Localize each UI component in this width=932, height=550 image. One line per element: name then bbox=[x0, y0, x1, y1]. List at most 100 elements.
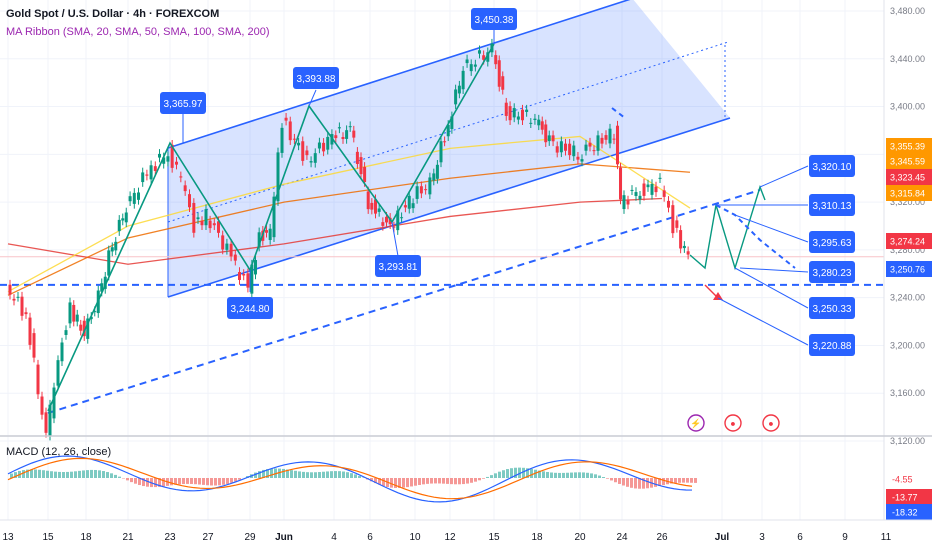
time-axis-label: 11 bbox=[881, 532, 892, 543]
price-axis-label: 3,440.00 bbox=[890, 54, 925, 64]
swing-label-box bbox=[227, 297, 273, 319]
macd-bar bbox=[270, 468, 273, 478]
candle-body bbox=[512, 108, 516, 118]
macd-bar bbox=[414, 478, 417, 486]
candle-body bbox=[671, 205, 675, 234]
candle-body bbox=[457, 85, 461, 94]
macd-bar bbox=[206, 478, 209, 486]
macd-bar bbox=[586, 472, 589, 478]
macd-bar bbox=[458, 478, 461, 485]
macd-line bbox=[7, 455, 693, 503]
signal-line bbox=[7, 457, 693, 500]
zigzag-wave bbox=[47, 43, 495, 412]
candle-body bbox=[544, 124, 548, 143]
macd-bar bbox=[286, 469, 289, 478]
candle-body bbox=[454, 89, 458, 105]
candle-body bbox=[588, 142, 592, 147]
macd-bar bbox=[234, 478, 237, 482]
candle-body bbox=[179, 176, 183, 178]
time-axis-label: Jul bbox=[715, 532, 730, 543]
macd-bar bbox=[42, 470, 45, 478]
price-tag-bg bbox=[886, 169, 932, 185]
price-axis-label: 3,400.00 bbox=[890, 102, 925, 112]
candle-body bbox=[473, 64, 477, 67]
candle-body bbox=[246, 273, 250, 288]
macd-bar bbox=[554, 472, 557, 478]
candle-body bbox=[478, 50, 481, 54]
macd-bar bbox=[614, 478, 617, 483]
macd-bar bbox=[110, 473, 113, 478]
macd-bar bbox=[610, 478, 613, 481]
macd-bar bbox=[606, 478, 609, 479]
candle-body bbox=[153, 166, 157, 171]
projection-label-box bbox=[809, 261, 855, 283]
candle-body bbox=[56, 360, 60, 386]
projection-connector bbox=[739, 267, 809, 273]
macd-bar bbox=[70, 471, 73, 478]
candle-body bbox=[345, 130, 349, 139]
candle-body bbox=[183, 185, 187, 192]
time-axis-label: 24 bbox=[616, 532, 628, 543]
candle-body bbox=[682, 245, 686, 249]
projection-label-box bbox=[809, 194, 855, 216]
macd-bar bbox=[434, 478, 437, 484]
candle-body bbox=[337, 127, 341, 129]
projection-green bbox=[689, 184, 766, 271]
candle-body bbox=[508, 106, 512, 121]
macd-bar bbox=[130, 478, 133, 483]
projection-label-box bbox=[809, 155, 855, 177]
candle-body bbox=[679, 230, 683, 249]
macd-bar bbox=[594, 474, 597, 478]
candle-body bbox=[667, 200, 670, 208]
macd-bar bbox=[570, 472, 573, 478]
projection-connector bbox=[759, 165, 809, 188]
macd-bar bbox=[258, 471, 261, 478]
price-tag: 3,315.84 bbox=[890, 189, 925, 199]
macd-bar bbox=[598, 475, 601, 478]
swing-connector bbox=[391, 221, 399, 257]
macd-bar bbox=[146, 478, 149, 487]
candle-body bbox=[385, 216, 388, 223]
candle-body bbox=[516, 116, 520, 120]
candle-body bbox=[265, 230, 268, 233]
candle-body bbox=[334, 135, 338, 139]
macd-bar bbox=[454, 478, 457, 485]
candle-body bbox=[196, 217, 200, 220]
candle-body bbox=[396, 210, 400, 231]
macd-bar bbox=[34, 469, 37, 478]
price-tag-bg bbox=[886, 261, 932, 277]
macd-bar bbox=[374, 478, 377, 484]
candle-body bbox=[407, 195, 411, 209]
macd-bar bbox=[638, 478, 641, 489]
candle-body bbox=[439, 141, 443, 163]
price-tag: 3,323.45 bbox=[890, 173, 925, 183]
candle-body bbox=[86, 318, 90, 339]
macd-bar bbox=[398, 478, 401, 488]
macd-bar bbox=[322, 471, 325, 478]
macd-bar bbox=[550, 472, 553, 478]
macd-bar bbox=[254, 472, 257, 478]
candle-body bbox=[435, 164, 439, 179]
macd-bar bbox=[674, 478, 677, 484]
price-axis-label: 3,200.00 bbox=[890, 340, 925, 350]
candle-body bbox=[352, 130, 356, 138]
macd-bar bbox=[226, 478, 229, 484]
macd-bar bbox=[98, 470, 101, 478]
price-axis-label: 3,120.00 bbox=[890, 436, 925, 446]
macd-tag-bg bbox=[886, 489, 932, 505]
channel-midline bbox=[167, 41, 729, 223]
macd-bar bbox=[466, 478, 469, 484]
macd-bar bbox=[502, 470, 505, 478]
macd-bar bbox=[694, 478, 697, 483]
macd-bar bbox=[506, 469, 509, 478]
candle-body bbox=[292, 138, 296, 140]
candle-body bbox=[650, 183, 654, 195]
swing-label-box bbox=[375, 255, 421, 277]
candle-body bbox=[48, 404, 52, 436]
macd-bar bbox=[354, 474, 357, 478]
macd-bar bbox=[134, 478, 137, 484]
macd-bar bbox=[158, 478, 161, 487]
candle-body bbox=[107, 250, 111, 276]
